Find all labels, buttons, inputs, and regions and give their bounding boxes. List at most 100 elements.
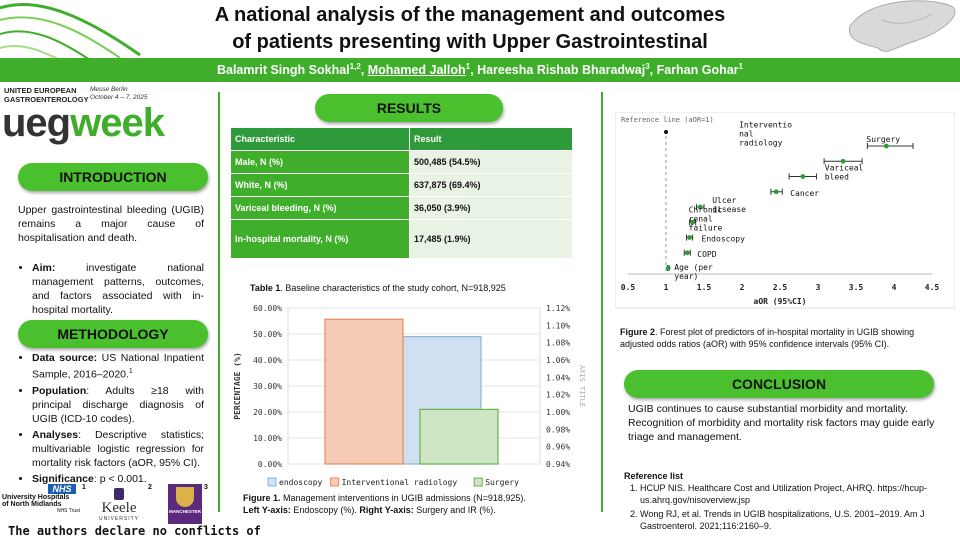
bar-surgery	[419, 408, 499, 465]
author-list: Balamrit Singh Sokhal1,2, Mohamed Jalloh…	[216, 62, 744, 78]
author-4-affil: 1	[738, 62, 744, 71]
table-cell: 36,050 (3.9%)	[409, 196, 573, 220]
conclusion-heading: CONCLUSION	[624, 370, 934, 398]
author-3-affil: 3	[645, 62, 650, 71]
conclusion-text: UGIB continues to cause substantial morb…	[628, 403, 935, 443]
y-tick-label: 0.00%	[258, 460, 282, 469]
logo-week: week	[70, 101, 165, 145]
method-label-population: Population	[32, 384, 87, 397]
aim-block: Aim: investigate national management pat…	[18, 261, 204, 319]
forest-row: Ulcer disease	[695, 196, 746, 214]
baseline-table: Characteristic Result Male, N (%) 500,485…	[230, 127, 573, 259]
author-2: Mohamed Jalloh	[367, 63, 466, 78]
methodology-heading: METHODOLOGY	[18, 320, 208, 348]
x-tick-label: 2.5	[773, 283, 788, 292]
reference-item: HCUP NIS. Healthcare Cost and Utilizatio…	[640, 482, 960, 506]
x-tick-label: 0.5	[621, 283, 636, 292]
table-cell: 637,875 (69.4%)	[409, 173, 573, 197]
y2-tick-label: 1.10%	[546, 321, 570, 330]
method-item-analyses: Analyses: Descriptive statistics; multiv…	[32, 428, 204, 470]
keele-number: 2	[148, 484, 152, 491]
ueg-org-line2: GASTROENTEROLOGY	[4, 95, 89, 104]
x-tick-label: 3	[816, 283, 821, 292]
bar-interventional-radiology	[324, 318, 404, 465]
y2-tick-label: 0.96%	[546, 443, 570, 452]
keele-name: Keele	[101, 500, 137, 516]
forest-row: Surgery	[866, 135, 914, 149]
introduction-heading: INTRODUCTION	[18, 163, 208, 191]
decorative-swirl	[0, 3, 141, 61]
y-tick-label: 40.00%	[253, 356, 282, 365]
figure1-right-text: Surgery and IR (%).	[413, 505, 496, 515]
aor-point	[665, 265, 671, 271]
aor-point	[687, 235, 692, 240]
point-label: Endoscopy	[702, 235, 746, 244]
aor-point	[690, 219, 695, 225]
legend-swatch	[473, 477, 483, 487]
figure1-right-label: Right Y-axis:	[359, 505, 414, 515]
aor-point	[840, 158, 846, 164]
table-header-cell: Result	[409, 127, 573, 151]
figure1-caption-label: Figure 1.	[243, 493, 281, 503]
y2-tick-label: 0.98%	[546, 425, 570, 434]
event-location: Messe Berlin	[90, 86, 128, 93]
y2-axis-label: AXIS TITLE	[578, 365, 586, 407]
forest-row: Endoscopy	[686, 234, 746, 244]
reference-marker	[664, 130, 668, 134]
point-label: Chronic renal failure	[689, 205, 723, 232]
uhnm-line3: NHS Trust	[56, 508, 80, 514]
method-sup-source: 1	[128, 368, 133, 375]
table-row: Variceal bleeding, N (%) 36,050 (3.9%)	[230, 196, 573, 220]
poster-title: A national analysis of the management an…	[150, 2, 790, 56]
table-row: White, N (%) 637,875 (69.4%)	[230, 173, 573, 197]
aor-point	[684, 250, 690, 256]
author-2-affil: 1	[465, 62, 471, 71]
table-header-cell: Characteristic	[230, 127, 410, 151]
uhnm-line2: of North Midlands	[2, 501, 62, 508]
right-divider	[601, 92, 603, 512]
bar-chart: 0.00% 10.00% 20.00% 30.00% 40.00% 50.00% 60.00…	[233, 304, 586, 487]
table-cell: 17,485 (1.9%)	[409, 219, 573, 259]
legend-label: Surgery	[485, 478, 519, 487]
figure2-caption-text: . Forest plot of predictors of in-hospit…	[620, 327, 915, 349]
table-cell: White, N (%)	[230, 173, 410, 197]
table-cell: 500,485 (54.5%)	[409, 150, 573, 174]
y-tick-label: 10.00%	[253, 434, 282, 443]
y2-tick-label: 1.04%	[546, 373, 570, 382]
uhnm-logo: NHS University Hospitals of North Midlan…	[2, 484, 80, 514]
table-caption-label: Table 1	[250, 283, 281, 293]
figure1-caption: Figure 1. Management interventions in UG…	[243, 492, 598, 516]
author-4: Farhan Gohar	[656, 63, 739, 78]
references-heading: Reference list	[624, 471, 684, 481]
ueg-org-line1: UNITED EUROPEAN	[4, 86, 77, 95]
forest-plot: Reference line (aOR=1) 0.5 1 1.5 2 2.5 3 3.5 4 4.…	[615, 112, 955, 309]
references-list: HCUP NIS. Healthcare Cost and Utilizatio…	[622, 482, 960, 532]
x-axis-label: aOR (95%CI)	[754, 297, 807, 306]
forest-row: Chronic renal failure	[689, 205, 723, 232]
y-tick-label: 60.00%	[253, 304, 282, 313]
conflicts-statement: The authors declare no conflicts of	[8, 524, 261, 538]
point-label: Variceal bleed	[825, 164, 864, 182]
forest-row: COPD	[683, 249, 717, 259]
aor-point	[697, 204, 703, 210]
title-line-2: of patients presenting with Upper Gastro…	[232, 31, 708, 53]
y2-tick-label: 1.08%	[546, 339, 570, 348]
keele-sub: UNIVERSITY	[98, 516, 139, 522]
method-label-analyses: Analyses	[32, 428, 79, 441]
y2-tick-label: 1.06%	[546, 356, 570, 365]
method-text-significance: : p < 0.001.	[93, 472, 147, 485]
logo-ueg: ueg	[2, 101, 71, 145]
manchester-logo: MANCHESTER	[168, 484, 202, 524]
figure1-caption-text: Management interventions in UGIB admissi…	[280, 493, 526, 503]
method-text-population: : Adults ≥18 with principal discharge di…	[32, 384, 204, 425]
aor-point	[773, 189, 779, 195]
method-item-population: Population: Adults ≥18 with principal di…	[32, 384, 204, 426]
method-text-source: US National Inpatient Sample, 2016–2020.	[32, 352, 204, 381]
table-cell: Male, N (%)	[230, 150, 410, 174]
reference-label: Reference line (aOR=1)	[621, 116, 714, 124]
method-label-significance: Significance	[32, 472, 94, 485]
table-row: In-hospital mortality, N (%) 17,485 (1.9%…	[230, 219, 573, 259]
y-tick-label: 50.00%	[253, 330, 282, 339]
point-label: Age (per year)	[674, 263, 713, 281]
y-axis-label: PERCENTAGE (%)	[233, 352, 242, 419]
